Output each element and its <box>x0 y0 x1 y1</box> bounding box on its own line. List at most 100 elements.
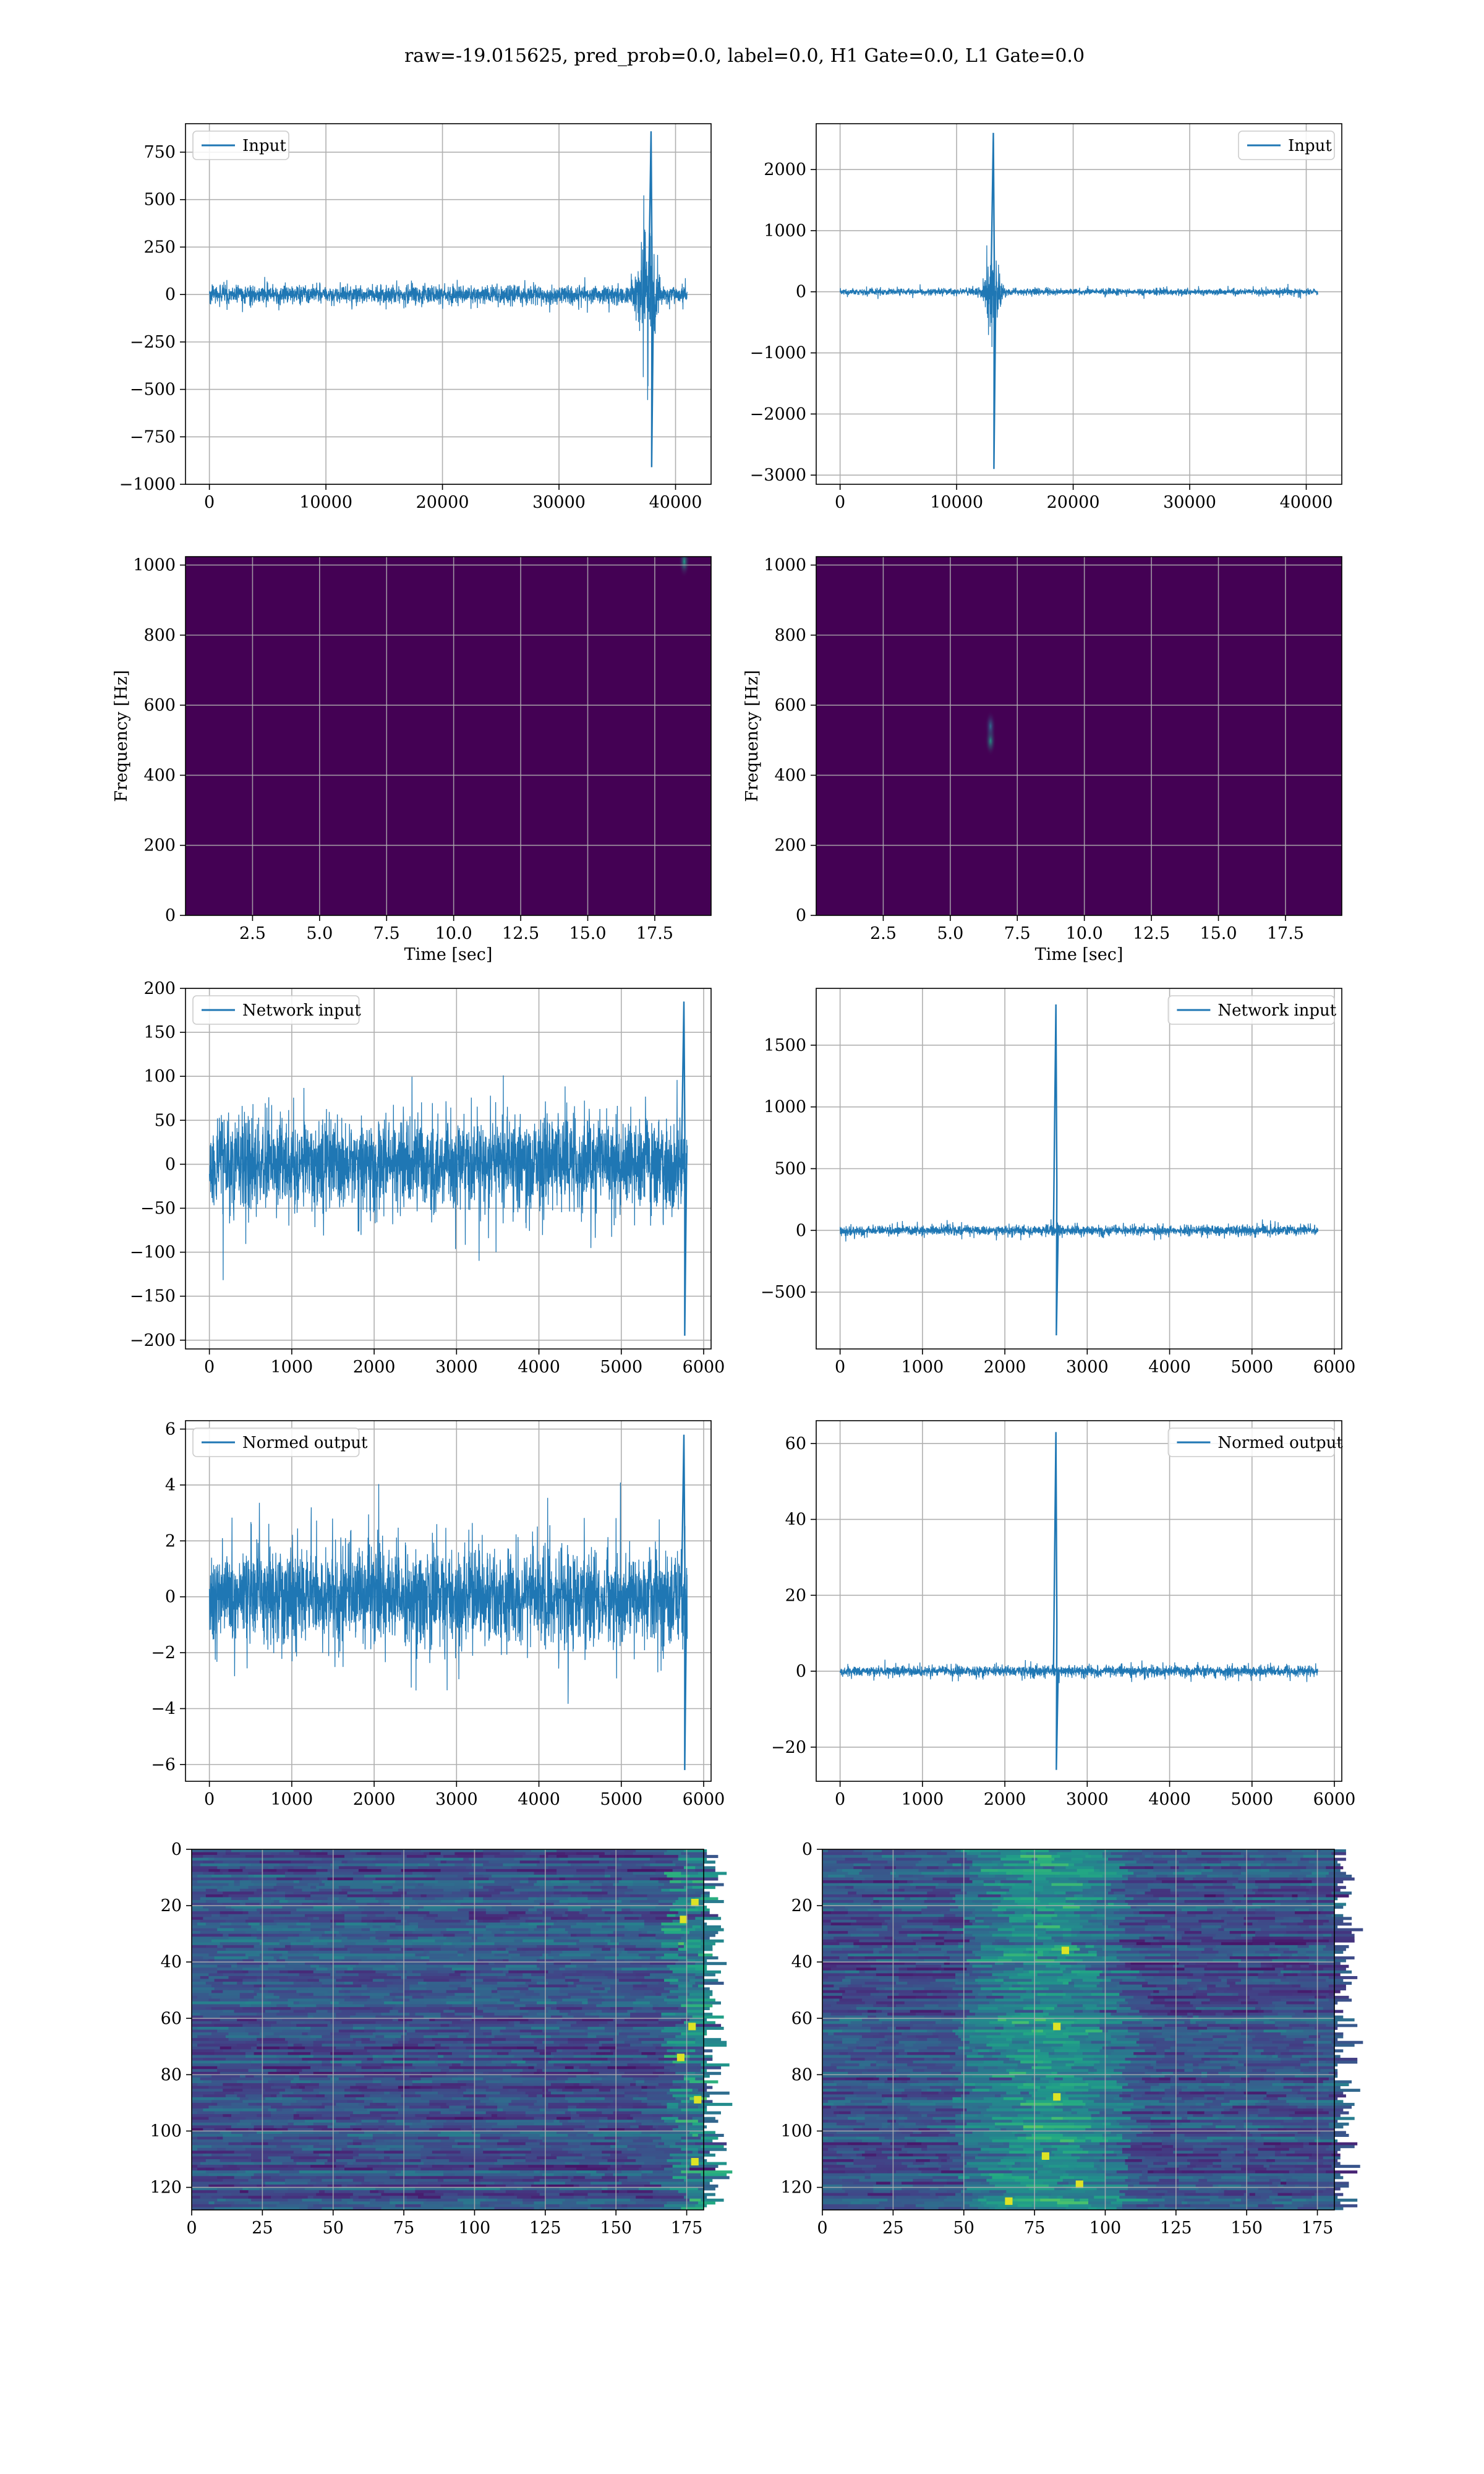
heatmap-cell <box>282 2029 311 2033</box>
axes-frame <box>816 1420 1342 1782</box>
heatmap-cell <box>1153 1911 1177 1915</box>
heatmap-cell <box>545 2196 574 2199</box>
heatmap-cell <box>602 1982 611 1985</box>
heatmap-cell <box>494 1888 515 1892</box>
heatmap-cell <box>316 1868 328 1872</box>
heatmap-cell <box>593 2185 608 2188</box>
heatmap-cell <box>245 1948 269 1951</box>
heatmap-cell <box>1218 1857 1233 1861</box>
heatmap-cell <box>310 1948 320 1951</box>
heatmap-cell <box>701 2145 724 2149</box>
heatmap-cell <box>525 1852 546 1856</box>
heatmap-cell <box>350 1899 356 1903</box>
heatmap-cell <box>670 1908 676 1912</box>
heatmap-cell <box>652 2114 673 2118</box>
heatmap-cell <box>848 1872 860 1875</box>
heatmap-cell <box>630 2083 636 2086</box>
heatmap-cell <box>1136 1891 1146 1895</box>
heatmap-cell <box>697 2066 722 2070</box>
heatmap-cell <box>1026 1906 1046 1909</box>
heatmap-cell <box>239 1866 246 1870</box>
heatmap-cell <box>491 1967 509 1971</box>
heatmap-cell <box>384 2125 410 2129</box>
heatmap-cell <box>372 1919 396 1923</box>
heatmap-cell <box>276 2108 283 2112</box>
heatmap-cell <box>655 2052 676 2055</box>
heatmap-cell <box>350 2074 359 2078</box>
heatmap-cell <box>370 1962 396 1966</box>
heatmap-cell <box>684 2074 710 2078</box>
heatmap-cell <box>519 1874 529 1878</box>
heatmap-cell <box>254 2058 263 2061</box>
heatmap-cell <box>370 2201 390 2205</box>
heatmap-cell <box>1215 1855 1222 1859</box>
heatmap-cell <box>217 1852 226 1856</box>
heatmap-cell <box>208 2185 235 2188</box>
heatmap-cell <box>370 2181 385 2185</box>
heatmap-cell <box>907 1906 927 1909</box>
heatmap-cell <box>424 1917 435 1920</box>
heatmap-cell <box>556 1855 568 1859</box>
heatmap-cell <box>485 2173 518 2177</box>
heatmap-cell <box>344 1917 362 1920</box>
heatmap-cell <box>641 2111 668 2115</box>
heatmap-cell <box>358 2147 376 2151</box>
heatmap-cell <box>686 1948 713 1951</box>
heatmap-cell <box>661 1993 690 1997</box>
heatmap-cell <box>449 1979 467 1982</box>
heatmap-cell <box>344 1998 368 2002</box>
heatmap-cell <box>485 1868 518 1872</box>
heatmap-cell <box>695 2204 707 2207</box>
heatmap-cell <box>1153 1852 1159 1856</box>
heatmap-cell <box>997 1849 1021 1852</box>
heatmap-cell <box>658 2021 684 2024</box>
heatmap-cell <box>591 2204 602 2207</box>
heatmap-cell <box>454 1970 467 1974</box>
heatmap-cell <box>686 2010 704 2013</box>
heatmap-cell <box>1184 1868 1202 1872</box>
heatmap-cell <box>350 2091 362 2095</box>
heatmap-cell <box>325 1883 331 1886</box>
heatmap-cell <box>381 2114 407 2118</box>
axes-frame <box>816 123 1342 485</box>
heatmap-cell <box>1054 1911 1075 1915</box>
x-tick-label: 0 <box>186 2219 197 2238</box>
heatmap-cell <box>494 2069 503 2073</box>
heatmap-cell <box>568 2134 577 2137</box>
heatmap-cell <box>234 1984 243 1988</box>
heatmap-cell <box>291 2145 309 2149</box>
heatmap-cell <box>596 2035 620 2039</box>
heatmap-cell <box>248 1872 271 1875</box>
heatmap-cell <box>822 1883 840 1886</box>
heatmap-cell <box>322 2178 354 2182</box>
heatmap-cell <box>330 1998 345 2002</box>
heatmap-cell <box>220 1998 249 2002</box>
heatmap-cell <box>200 1919 226 1923</box>
heatmap-cell <box>641 2165 662 2168</box>
heatmap-cell <box>451 2145 481 2149</box>
heatmap-cell <box>451 1967 475 1971</box>
heatmap-cell <box>553 1886 568 1890</box>
heatmap-cell <box>1114 1919 1128 1923</box>
heatmap-cell <box>285 1894 311 1898</box>
heatmap-cell <box>375 2102 388 2106</box>
heatmap-cell <box>1071 1886 1092 1890</box>
heatmap-cell <box>627 2156 656 2160</box>
heatmap-cell <box>556 1849 582 1852</box>
heatmap-cell <box>245 1855 275 1859</box>
heatmap-cell <box>361 1917 370 1920</box>
heatmap-cell <box>927 1866 939 1870</box>
heatmap-cell <box>438 2055 444 2058</box>
heatmap-cell <box>276 2117 294 2120</box>
heatmap-cell <box>361 2128 379 2131</box>
heatmap-cell <box>568 1984 577 1988</box>
heatmap-cell <box>641 2100 656 2104</box>
heatmap-cell <box>1082 1857 1109 1861</box>
heatmap-cell <box>330 2052 354 2055</box>
heatmap-cell <box>1009 1888 1033 1892</box>
heatmap-cell <box>483 1917 503 1920</box>
heatmap-cell <box>375 1970 407 1974</box>
heatmap-cell <box>1308 1908 1318 1912</box>
heatmap-cell <box>375 2147 390 2151</box>
heatmap-cell <box>593 2086 625 2089</box>
